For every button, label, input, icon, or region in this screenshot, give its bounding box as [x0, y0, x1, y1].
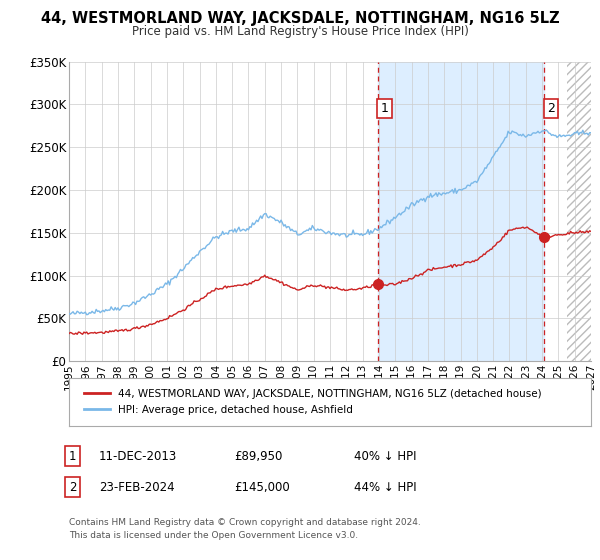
Text: 44% ↓ HPI: 44% ↓ HPI: [354, 480, 416, 494]
Text: 11-DEC-2013: 11-DEC-2013: [99, 450, 177, 463]
Legend: 44, WESTMORLAND WAY, JACKSDALE, NOTTINGHAM, NG16 5LZ (detached house), HPI: Aver: 44, WESTMORLAND WAY, JACKSDALE, NOTTINGH…: [79, 385, 546, 419]
Text: 2: 2: [547, 102, 555, 115]
Text: 44, WESTMORLAND WAY, JACKSDALE, NOTTINGHAM, NG16 5LZ: 44, WESTMORLAND WAY, JACKSDALE, NOTTINGH…: [41, 11, 559, 26]
Text: 1: 1: [69, 450, 77, 463]
Text: 2: 2: [69, 480, 77, 494]
Bar: [566, 62, 591, 361]
Text: 23-FEB-2024: 23-FEB-2024: [99, 480, 175, 494]
Text: 1: 1: [380, 102, 388, 115]
Text: 40% ↓ HPI: 40% ↓ HPI: [354, 450, 416, 463]
Bar: [378, 62, 544, 361]
Text: £145,000: £145,000: [234, 480, 290, 494]
Text: Price paid vs. HM Land Registry's House Price Index (HPI): Price paid vs. HM Land Registry's House …: [131, 25, 469, 38]
Text: £89,950: £89,950: [234, 450, 283, 463]
Text: Contains HM Land Registry data © Crown copyright and database right 2024.
This d: Contains HM Land Registry data © Crown c…: [69, 519, 421, 540]
